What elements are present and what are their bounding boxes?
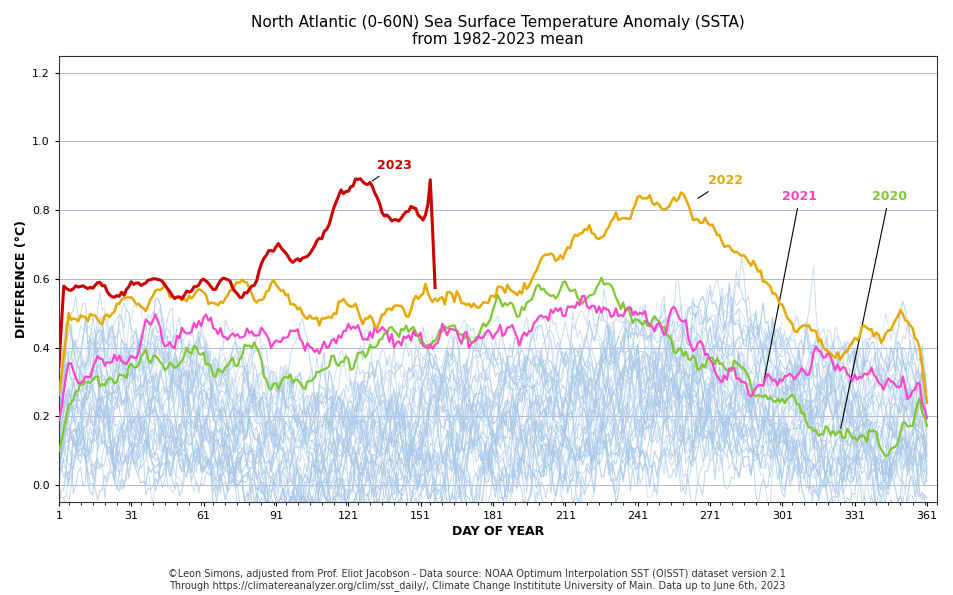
- Text: 2023: 2023: [372, 159, 412, 181]
- Text: ©Leon Simons, adjusted from Prof. Eliot Jacobson - Data source: NOAA Optimum Int: ©Leon Simons, adjusted from Prof. Eliot …: [168, 569, 785, 579]
- Title: North Atlantic (0-60N) Sea Surface Temperature Anomaly (SSTA)
from 1982-2023 mea: North Atlantic (0-60N) Sea Surface Tempe…: [251, 15, 744, 48]
- Text: 2021: 2021: [762, 190, 817, 383]
- Text: Through https://climatereanalyzer.org/clim/sst_daily/, Climate Change Instititut: Through https://climatereanalyzer.org/cl…: [169, 580, 784, 591]
- Text: 2022: 2022: [697, 174, 741, 198]
- Y-axis label: DIFFERENCE (°C): DIFFERENCE (°C): [15, 220, 28, 338]
- X-axis label: DAY OF YEAR: DAY OF YEAR: [451, 525, 543, 538]
- Text: 2020: 2020: [840, 190, 905, 428]
